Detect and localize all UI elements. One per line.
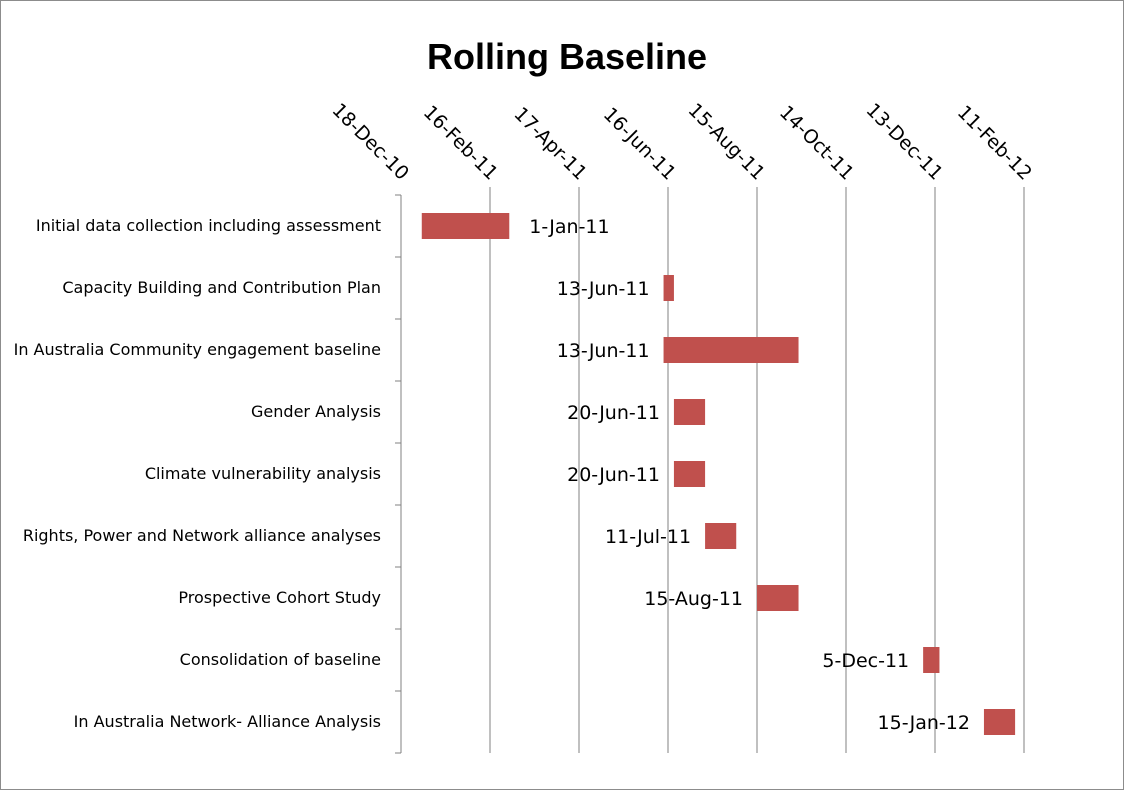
task-bars: [421, 213, 1016, 735]
category-label: Capacity Building and Contribution Plan: [62, 278, 381, 297]
category-label: Consolidation of baseline: [180, 650, 381, 669]
x-tick-label: 16-Jun-11: [599, 103, 680, 184]
task-bar: [663, 337, 799, 363]
x-tick-label: 14-Oct-11: [775, 101, 858, 184]
task-bar: [923, 647, 940, 673]
value-axis: 18-Dec-10 16-Feb-11 17-Apr-11 16-Jun-11 15-A…: [328, 99, 1036, 184]
task-start-label: 13-Jun-11: [557, 340, 650, 362]
x-tick-label: 17-Apr-11: [509, 103, 591, 185]
category-label: Rights, Power and Network alliance analy…: [23, 526, 381, 545]
task-start-label: 11-Jul-11: [605, 526, 691, 548]
task-bar: [673, 461, 706, 487]
task-bar: [673, 399, 706, 425]
x-tick-label: 11-Feb-12: [953, 101, 1036, 184]
category-label: Prospective Cohort Study: [178, 588, 381, 607]
category-label: Climate vulnerability analysis: [145, 464, 381, 483]
x-tick-label: 16-Feb-11: [419, 101, 502, 184]
x-tick-label: 15-Aug-11: [684, 99, 769, 184]
category-label: In Australia Network- Alliance Analysis: [74, 712, 381, 731]
task-start-label: 15-Jan-12: [878, 712, 970, 734]
category-label: In Australia Community engagement baseli…: [14, 340, 381, 359]
task-start-label: 20-Jun-11: [567, 464, 660, 486]
task-bar: [757, 585, 799, 611]
data-labels: 1-Jan-11 13-Jun-11 13-Jun-11 20-Jun-11 20-Ju…: [529, 216, 970, 734]
category-label: Gender Analysis: [251, 402, 381, 421]
task-bar: [421, 213, 510, 239]
task-start-label: 15-Aug-11: [644, 588, 743, 610]
category-label: Initial data collection including assess…: [36, 216, 381, 235]
task-start-label: 5-Dec-11: [822, 650, 909, 672]
task-start-label: 13-Jun-11: [557, 278, 650, 300]
x-tick-label: 13-Dec-11: [862, 99, 947, 184]
category-axis: Initial data collection including assess…: [14, 194, 402, 754]
task-start-label: 20-Jun-11: [567, 402, 660, 424]
task-bar: [983, 709, 1016, 735]
task-bar: [663, 275, 674, 301]
task-bar: [705, 523, 737, 549]
x-tick-label: 18-Dec-10: [328, 99, 413, 184]
task-start-label: 1-Jan-11: [529, 216, 609, 238]
chart-title: Rolling Baseline: [426, 36, 708, 77]
